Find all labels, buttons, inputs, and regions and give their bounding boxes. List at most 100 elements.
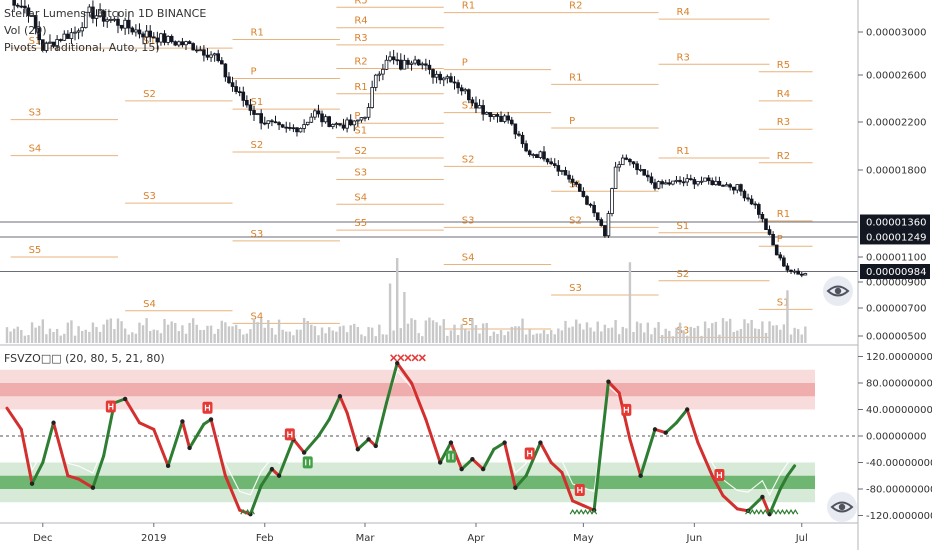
oscillator-segment xyxy=(188,422,206,450)
pivot-label: S4 xyxy=(251,311,264,322)
pivot-label: S4 xyxy=(143,299,156,310)
floor-mark xyxy=(244,509,251,515)
volume-bar xyxy=(779,329,782,343)
symbol-legend[interactable]: Stellar Lumens / Bitcoin 1D BINANCE xyxy=(4,7,206,20)
oscillator-axis-ticks: 120.00000000 80.00000000 40.00000000 0.0000… xyxy=(858,352,932,522)
volume-bar xyxy=(406,323,410,343)
turn-point xyxy=(337,394,343,399)
time-axis[interactable]: Dec 2019 Feb Mar Apr May Jun Jul xyxy=(33,523,808,544)
oscillator-segment xyxy=(180,419,192,450)
oscillator-segment xyxy=(503,441,517,490)
volume-bar xyxy=(607,328,610,343)
candle-body xyxy=(37,27,42,41)
candle-body xyxy=(291,127,296,130)
candle-body xyxy=(742,190,747,199)
candle-body xyxy=(459,87,464,92)
turn-point xyxy=(90,485,96,490)
floor-mark xyxy=(578,509,585,515)
oscillator-legend[interactable]: FSVZO□□ (20, 80, 5, 21, 80) xyxy=(4,352,165,365)
candle-body xyxy=(642,169,647,176)
pivot-label: R3 xyxy=(677,52,690,63)
candle-body xyxy=(348,119,353,126)
volume-bar xyxy=(252,318,256,343)
volume-bar xyxy=(517,326,521,343)
eye-icon[interactable] xyxy=(823,276,853,306)
volume-bar xyxy=(549,330,553,343)
volume-bar xyxy=(553,334,556,343)
candle-body xyxy=(252,110,256,115)
volume-bar xyxy=(313,326,317,343)
candle-body xyxy=(205,54,210,58)
pivots-legend[interactable]: Pivots (Traditional, Auto, 15) xyxy=(4,41,160,54)
volume-bar xyxy=(635,321,639,343)
volume-bar xyxy=(374,336,377,343)
oscillator-segment xyxy=(30,461,45,486)
candle-body xyxy=(119,24,124,29)
volume-bar xyxy=(424,320,428,343)
candle-body xyxy=(173,41,178,46)
floor-mark xyxy=(569,509,576,515)
volume-bar xyxy=(686,335,689,343)
candle-body xyxy=(520,134,525,145)
volume-bar xyxy=(5,327,9,343)
volume-bar xyxy=(456,335,460,343)
candle-body xyxy=(495,114,500,117)
candle-body xyxy=(262,122,267,125)
candle-body xyxy=(613,166,618,189)
candle-body xyxy=(15,4,20,7)
pivot-label: S1 xyxy=(462,101,475,112)
volume-bar xyxy=(159,333,163,343)
eye-icon[interactable] xyxy=(827,492,857,522)
turn-point xyxy=(180,419,185,424)
volume-bar xyxy=(449,330,453,343)
candle-body xyxy=(137,29,142,35)
price-horizontal-lines xyxy=(0,221,858,272)
volume-bar xyxy=(88,331,91,343)
extreme-mark xyxy=(411,354,419,362)
candle-body xyxy=(492,114,496,117)
volume-bar xyxy=(149,331,152,343)
volume-bar xyxy=(131,332,134,343)
candle-body xyxy=(259,113,263,124)
pivot-label: S5 xyxy=(462,317,475,328)
candle-body xyxy=(714,180,718,186)
candle-body xyxy=(334,123,339,126)
candle-body xyxy=(588,203,593,206)
candle-body xyxy=(595,212,600,221)
candle-body xyxy=(509,119,514,125)
volume-bar xyxy=(746,323,750,343)
candle-body xyxy=(724,184,729,187)
volume-bar xyxy=(575,319,578,343)
oscillator-segment xyxy=(571,499,585,508)
oscillator-segment xyxy=(277,437,295,478)
volume-legend[interactable]: Vol (20) xyxy=(4,24,47,37)
candle-body xyxy=(703,177,707,182)
candle-body xyxy=(506,115,510,121)
volume-bar xyxy=(338,326,342,343)
candle-body xyxy=(696,181,700,185)
volume-bar xyxy=(123,328,127,343)
price-axis-ticks: 0.00003000 0.00002600 0.00002200 0.00001800… xyxy=(858,28,926,343)
candle-body xyxy=(323,116,328,123)
volume-bar xyxy=(560,330,564,343)
oscillator-segment xyxy=(460,457,474,471)
candle-body xyxy=(26,7,31,16)
candle-body xyxy=(341,124,346,129)
candle-body xyxy=(234,86,238,92)
volume-bar xyxy=(213,333,216,343)
volume-bar xyxy=(195,324,198,343)
candle-body xyxy=(552,163,557,166)
volume-bar xyxy=(134,333,138,343)
candle-body xyxy=(51,41,56,47)
oscillator-segment xyxy=(19,427,34,486)
volume-bar xyxy=(184,333,188,343)
pivot-label: R5 xyxy=(354,0,367,6)
turn-point xyxy=(122,396,128,402)
oscillator-segment xyxy=(316,417,331,438)
turn-point xyxy=(538,440,543,445)
candle-body xyxy=(735,184,740,191)
volume-bar xyxy=(41,319,44,343)
volume-bar xyxy=(242,334,245,343)
floor-mark xyxy=(783,509,790,515)
oscillator-tick-label: -40.00000000 xyxy=(866,458,932,469)
